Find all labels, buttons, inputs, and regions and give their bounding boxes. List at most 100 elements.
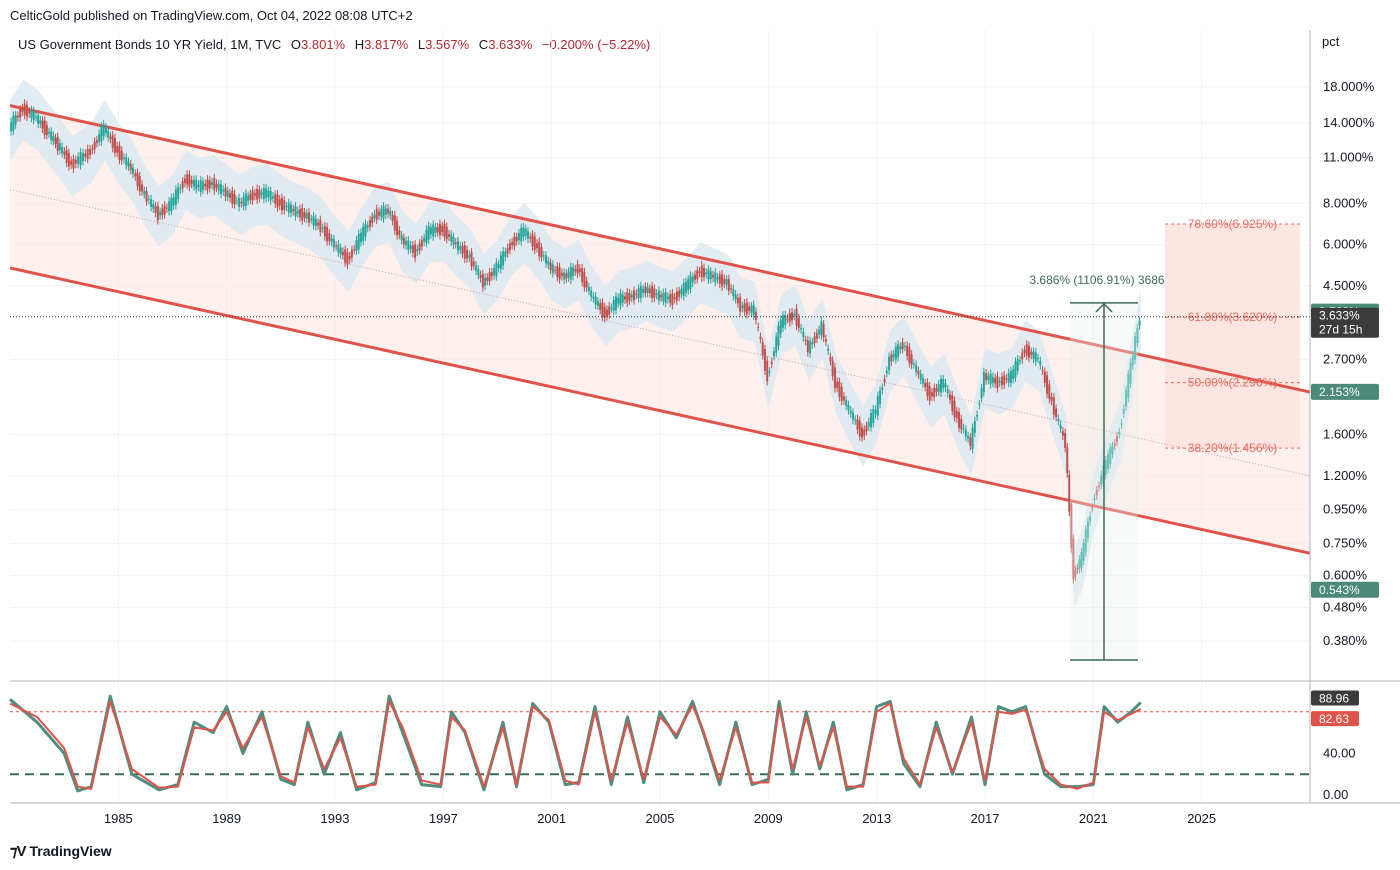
candle-body [899, 346, 902, 350]
candle-body [605, 309, 608, 317]
candle-body [143, 190, 146, 195]
candle-body [98, 133, 101, 142]
brand-label: TradingView [29, 843, 112, 859]
candle-body [660, 294, 663, 298]
candle-body [991, 376, 994, 383]
candle-body [964, 429, 967, 437]
candle-body [466, 249, 469, 259]
candle-body [488, 272, 491, 282]
candle-body [100, 126, 103, 142]
candle-body [912, 363, 915, 365]
oscillator-value-label: 82.63 [1319, 712, 1349, 726]
candle-body [617, 297, 620, 304]
candle-body [445, 226, 448, 240]
candle-body [967, 436, 970, 439]
candle-body [165, 207, 168, 209]
candle-body [860, 427, 863, 438]
candle-body [328, 233, 331, 241]
candle-body [712, 274, 715, 278]
candle-body [267, 190, 270, 198]
candle-body [786, 318, 789, 320]
symbol-label[interactable]: US Government Bonds 10 YR Yield, 1M, TVC [18, 37, 282, 52]
candle-body [292, 208, 295, 212]
candle-body [170, 197, 173, 211]
candle-body [770, 361, 773, 364]
candle-body [811, 342, 814, 345]
measure-label: 3.686% (1106.91%) 3686 [1029, 273, 1165, 287]
candle-body [1120, 423, 1123, 425]
candle-body [610, 307, 613, 309]
candle-body [269, 190, 272, 201]
candle-body [72, 158, 75, 169]
candle-body [619, 293, 622, 306]
candle-body [497, 264, 500, 269]
chart-legend: US Government Bonds 10 YR Yield, 1M, TVC… [18, 37, 650, 52]
candle-body [723, 278, 726, 284]
candle-body [732, 289, 735, 297]
candle-body [253, 193, 256, 196]
candle-body [138, 176, 141, 192]
candle-body [454, 242, 457, 245]
candle-body [1064, 432, 1067, 448]
candle-body [86, 148, 89, 159]
candle-body [782, 315, 785, 328]
candle-body [1093, 497, 1096, 500]
candle-body [754, 311, 757, 320]
candle-body [572, 267, 575, 277]
candle-body [280, 197, 283, 211]
candle-body [256, 188, 259, 200]
candle-body [551, 264, 554, 274]
y-tick-label: 0.950% [1323, 501, 1368, 516]
candle-body [199, 180, 202, 193]
candle-body [924, 383, 927, 387]
candle-body [1078, 559, 1081, 569]
x-tick-label: 2021 [1079, 811, 1108, 826]
candle-body [545, 255, 548, 264]
fib-zone [1165, 224, 1300, 449]
candle-body [1111, 445, 1114, 455]
open-value: 3.801% [301, 37, 346, 52]
candle-body [547, 260, 550, 265]
candle-body [576, 263, 579, 274]
candle-body [987, 375, 990, 380]
candle-body [190, 179, 193, 184]
candle-body [971, 427, 974, 449]
oscillator-tick-label: 0.00 [1323, 787, 1348, 802]
candle-body [197, 184, 200, 187]
candle-body [653, 288, 656, 298]
candle-body [935, 388, 938, 392]
candle-body [434, 227, 437, 234]
candle-body [84, 153, 87, 157]
candle-body [1104, 460, 1107, 475]
candle-body [684, 281, 687, 293]
candle-body [213, 177, 216, 191]
candle-body [563, 272, 566, 280]
candle-body [436, 227, 439, 233]
candle-body [172, 197, 175, 206]
candle-body [621, 294, 624, 303]
candle-body [1037, 358, 1040, 360]
candle-body [671, 293, 674, 306]
candle-body [554, 269, 557, 271]
candle-body [391, 215, 394, 221]
candle-body [558, 267, 561, 280]
candle-body [1097, 485, 1100, 488]
candle-body [646, 286, 649, 293]
candle-body [305, 213, 308, 219]
candle-body [763, 349, 766, 371]
candle-body [734, 294, 737, 300]
candle-body [235, 200, 238, 202]
candle-body [822, 324, 825, 338]
candle-body [596, 301, 599, 306]
candle-body [921, 378, 924, 384]
tradingview-footer[interactable]: ⁊V TradingView [10, 842, 112, 860]
candle-body [145, 191, 148, 202]
candle-body [265, 188, 268, 198]
candle-body [262, 187, 265, 199]
candle-body [942, 379, 945, 389]
candle-body [285, 205, 288, 207]
candle-body [989, 373, 992, 385]
oscillator-value-tag [1311, 690, 1359, 706]
candle-body [725, 279, 728, 286]
